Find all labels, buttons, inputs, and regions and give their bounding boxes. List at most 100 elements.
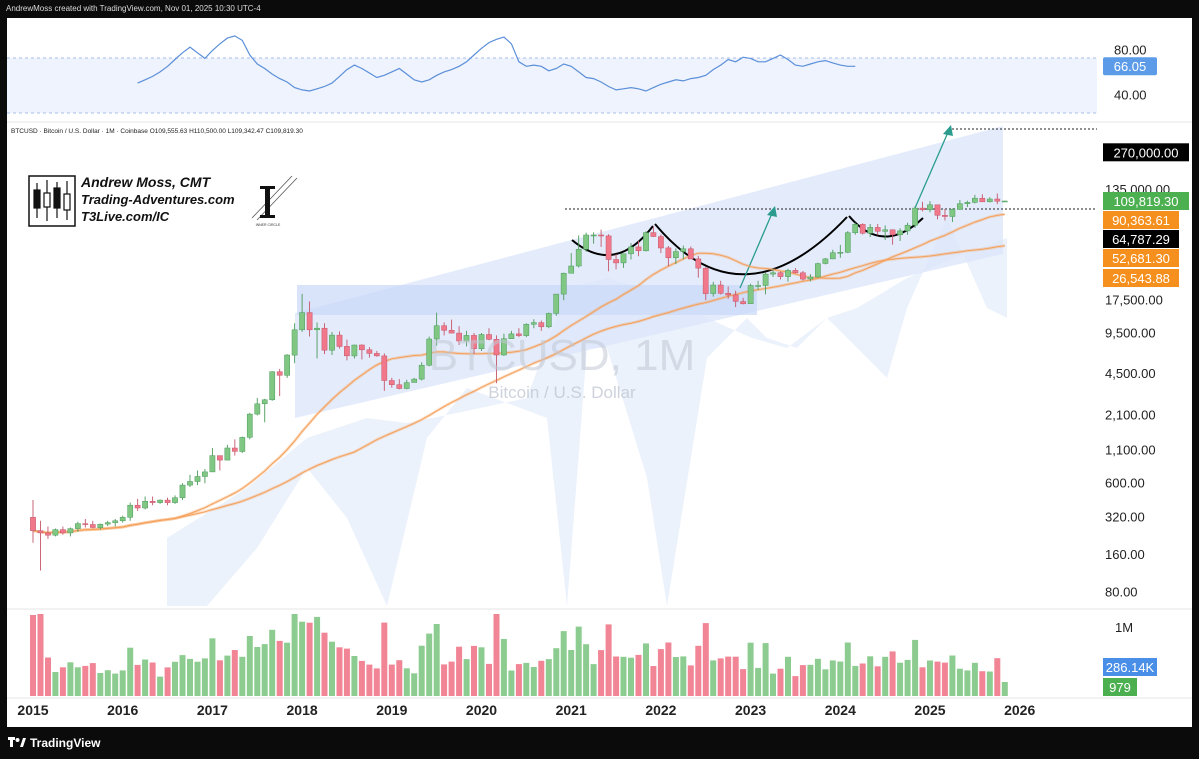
rsi-line xyxy=(137,35,856,92)
volume-bar xyxy=(82,665,89,696)
candle xyxy=(321,323,328,355)
candle-body xyxy=(381,355,388,381)
volume-badge xyxy=(1103,658,1157,676)
candle xyxy=(82,519,89,528)
brand-author: Andrew Moss, CMT xyxy=(80,174,212,190)
candle xyxy=(486,328,492,341)
candle-body xyxy=(471,335,477,349)
volume-bar xyxy=(45,657,51,696)
volume-bar xyxy=(179,655,186,696)
volume-bar xyxy=(785,656,791,696)
volume-bar xyxy=(702,623,709,696)
candle-body xyxy=(785,270,791,277)
volume-bar xyxy=(119,670,126,696)
candle xyxy=(142,496,148,510)
volume-bar xyxy=(994,658,1001,696)
candle-body xyxy=(45,532,51,536)
moving-averages xyxy=(32,212,1006,535)
volume-bar xyxy=(710,660,717,696)
candle-body xyxy=(904,224,911,232)
volume-bar xyxy=(463,659,470,696)
volume-bar xyxy=(717,658,724,696)
candle-body xyxy=(202,471,208,477)
candle xyxy=(598,229,604,248)
candle xyxy=(844,231,851,254)
volume-bar xyxy=(366,664,373,696)
candle-body xyxy=(194,476,201,482)
chart-svg[interactable]: 135,000.0017,500.009,500.004,500.002,100… xyxy=(7,18,1192,727)
candle-body xyxy=(545,313,552,328)
candle-body xyxy=(104,522,111,525)
candle xyxy=(493,335,500,384)
volume-bar xyxy=(560,631,567,696)
volume-bar xyxy=(314,616,321,696)
candle xyxy=(411,377,418,383)
candle-body xyxy=(882,229,889,232)
candle-body xyxy=(665,247,672,259)
candle-body xyxy=(942,215,948,217)
candle-body xyxy=(605,235,612,260)
candle-body xyxy=(75,523,81,529)
candle xyxy=(732,290,739,308)
arrow-2-head xyxy=(943,125,953,136)
candle xyxy=(800,270,806,281)
volume-bar xyxy=(732,656,739,696)
volume-bar xyxy=(620,656,627,696)
candle-body xyxy=(725,293,732,296)
volume-bar xyxy=(777,668,784,696)
candle-body xyxy=(770,272,776,275)
candle xyxy=(396,379,403,390)
price-tick-label: 80.00 xyxy=(1105,584,1138,599)
candle-body xyxy=(837,252,844,254)
candle xyxy=(344,339,350,361)
candle-body xyxy=(321,327,328,351)
candle-body xyxy=(493,339,500,356)
volume-bar xyxy=(276,640,283,696)
chart-frame[interactable]: 135,000.00 17,500.00 9,500.00 4,500.00 2,100… xyxy=(7,18,1192,727)
price-badge-label: 52,681.30 xyxy=(1112,251,1170,266)
price-badge xyxy=(1103,230,1179,248)
candle xyxy=(852,222,859,235)
volume-bar xyxy=(89,663,96,696)
candle xyxy=(785,268,791,282)
candle-body xyxy=(687,248,694,260)
year-tick-label: 2023 xyxy=(735,702,766,718)
candle-body xyxy=(314,327,320,331)
volume-bar xyxy=(486,663,492,696)
candle xyxy=(904,222,911,235)
volume-bar xyxy=(672,657,679,696)
candle xyxy=(254,397,261,416)
candle-body xyxy=(777,272,784,277)
year-tick-label: 2019 xyxy=(376,702,407,718)
candle xyxy=(927,201,933,213)
volume-bar xyxy=(201,658,208,696)
candle xyxy=(762,272,769,295)
candle-body xyxy=(411,378,418,383)
volume-bar xyxy=(187,658,193,696)
volume-bar xyxy=(508,670,515,696)
candle xyxy=(1001,200,1008,203)
symbol-info[interactable]: BTCUSD · Bitcoin / U.S. Dollar · 1M · Co… xyxy=(11,128,303,135)
inner-circle-logo-icon xyxy=(251,175,298,221)
candle-body xyxy=(179,484,186,498)
candle-body xyxy=(829,252,836,260)
candles xyxy=(30,193,1008,571)
volume-bar xyxy=(299,621,306,696)
candle-body xyxy=(523,323,530,336)
candle-body xyxy=(560,272,567,295)
candle xyxy=(613,254,619,270)
price-badge-label: 270,000.00 xyxy=(1113,145,1178,160)
candle xyxy=(964,200,971,208)
candle xyxy=(246,412,253,440)
volume-bar xyxy=(964,670,971,696)
candle xyxy=(822,257,829,265)
price-tick-label: 2,100.00 xyxy=(1105,407,1156,422)
candle-body xyxy=(867,227,874,234)
volume-bar xyxy=(912,639,919,696)
volume-bar xyxy=(59,667,66,696)
candle-body xyxy=(822,258,829,264)
candle xyxy=(336,331,343,349)
price-tick-label: 4,500.00 xyxy=(1105,366,1156,381)
candle xyxy=(912,206,918,228)
candle-body xyxy=(859,224,866,234)
